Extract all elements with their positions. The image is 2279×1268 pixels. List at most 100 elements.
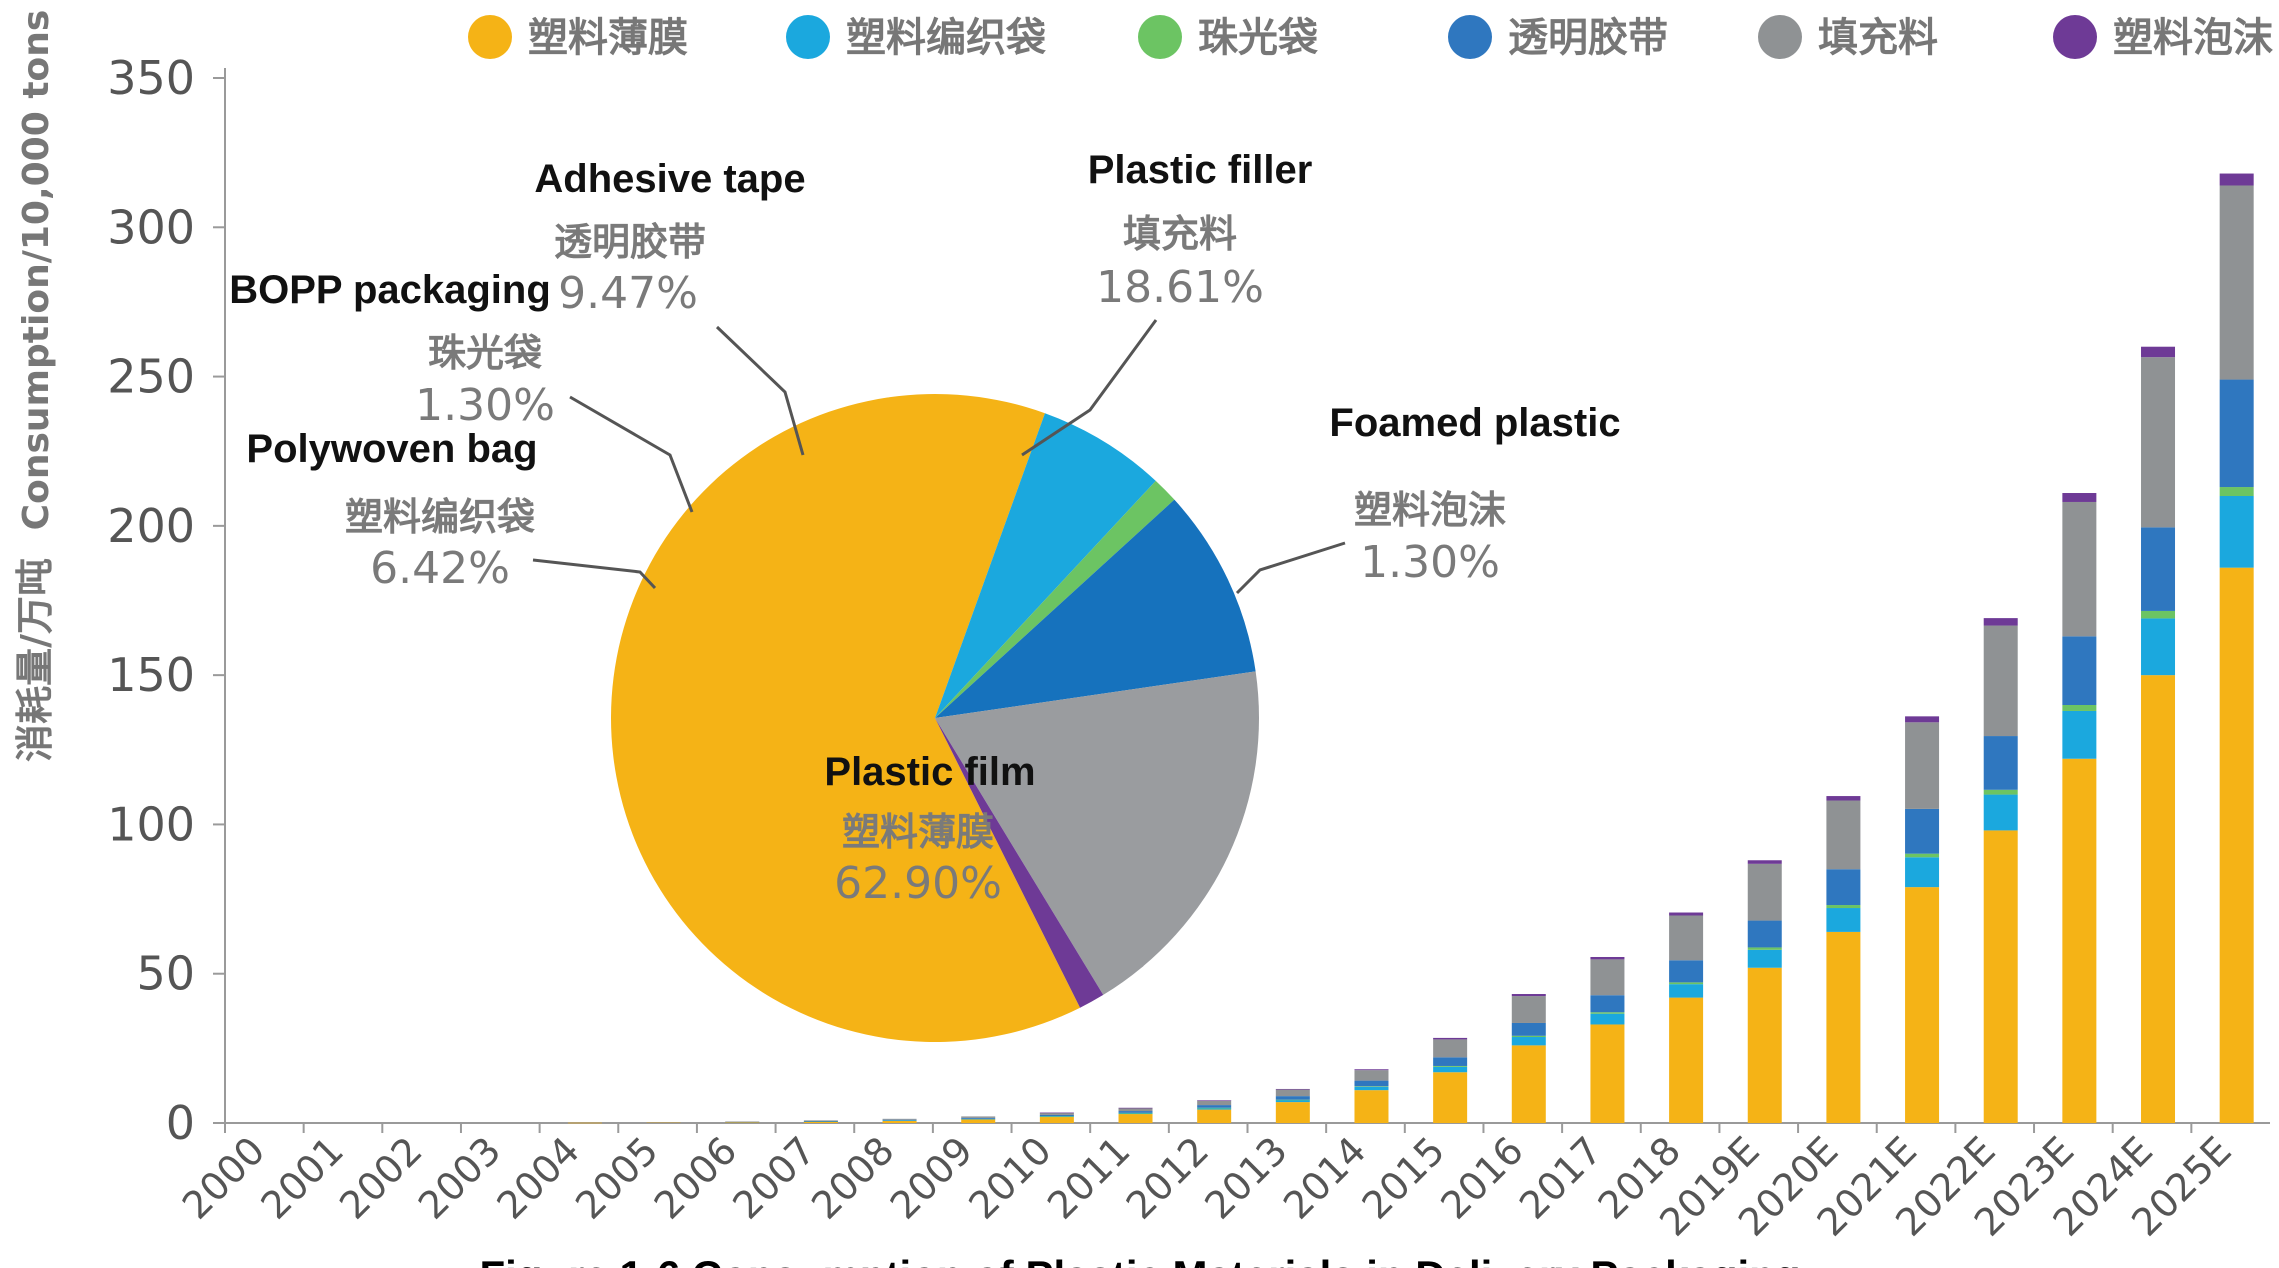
bar-segment xyxy=(2062,636,2097,705)
bar-segment xyxy=(1511,1037,1546,1046)
bar-segment xyxy=(1433,1065,1468,1067)
bar-segment xyxy=(2062,493,2097,502)
x-tick-label: 2007 xyxy=(724,1128,824,1228)
bar-segment xyxy=(1747,967,1782,1123)
bar-segment xyxy=(1983,789,2018,795)
bar-segment xyxy=(1354,1090,1389,1123)
legend-label: 塑料泡沫 xyxy=(2113,15,2273,61)
bar-segment xyxy=(1983,794,2018,831)
bar-segment xyxy=(1118,1113,1153,1115)
bar-segment xyxy=(882,1120,917,1123)
bar-segment xyxy=(1826,931,1861,1123)
bar-segment xyxy=(1983,830,2018,1123)
x-tick-label: 2005 xyxy=(567,1128,667,1228)
bar-segment xyxy=(1669,984,1704,998)
bar-segment xyxy=(1826,869,1861,906)
bar-segment xyxy=(1511,1035,1546,1038)
bar-segment xyxy=(2062,501,2097,637)
x-tick-label: 2004 xyxy=(488,1128,588,1228)
bar-segment xyxy=(2219,567,2254,1123)
bar-segment xyxy=(961,1118,996,1120)
bar-segment xyxy=(1590,956,1625,960)
bar-segment xyxy=(803,1120,838,1121)
bar-segment xyxy=(725,1122,760,1123)
bar-segment xyxy=(1039,1117,1074,1123)
y-tick-label: 100 xyxy=(107,797,195,851)
bar-segment xyxy=(2219,487,2254,496)
bar-segment xyxy=(2219,173,2254,186)
x-tick-label: 2006 xyxy=(646,1128,746,1228)
bar-segment xyxy=(1275,1096,1310,1100)
x-tick-label: 2015 xyxy=(1354,1128,1454,1228)
x-tick-label: 2010 xyxy=(960,1128,1060,1228)
bar-segment xyxy=(882,1118,917,1120)
figure-caption: Figure 1-6 Consumption of Plastic Materi… xyxy=(479,1252,1800,1268)
legend-marker xyxy=(1138,15,1182,59)
y-axis-title-cn: 消耗量/万吨 xyxy=(13,558,57,762)
bar-segment xyxy=(1354,1086,1389,1087)
x-tick-label: 2012 xyxy=(1118,1128,1218,1228)
pie-slice xyxy=(935,718,1104,1008)
pie-label-en: BOPP packaging xyxy=(229,268,551,312)
bar-segment xyxy=(1511,996,1546,1023)
bar-segment xyxy=(1275,1089,1310,1097)
bar-segment xyxy=(1511,994,1546,997)
bar-segment xyxy=(1511,1022,1546,1036)
bar-segment xyxy=(1433,1066,1468,1073)
bar-segment xyxy=(1433,1039,1468,1058)
bar-segment xyxy=(1039,1114,1074,1117)
stacked-bars xyxy=(567,173,2254,1124)
pie-label-cn: 塑料泡沫 xyxy=(1354,488,1506,532)
bar-segment xyxy=(1197,1108,1232,1110)
bar-segment xyxy=(1197,1107,1232,1109)
bar-segment xyxy=(2141,346,2176,358)
legend-marker xyxy=(2053,15,2097,59)
bar-segment xyxy=(1590,1013,1625,1025)
bar-segment xyxy=(882,1119,917,1121)
bar-segment xyxy=(1590,995,1625,1013)
bar-segment xyxy=(1983,736,2018,790)
bar-segment xyxy=(1905,808,1940,854)
x-tick-label: 2011 xyxy=(1039,1128,1139,1228)
bar-segment xyxy=(1905,722,1940,809)
bar-segment xyxy=(1747,920,1782,948)
pie-value-label: 6.42% xyxy=(370,543,510,594)
leader-line xyxy=(1021,319,1158,457)
bar-segment xyxy=(1905,716,1940,723)
bar-segment xyxy=(1197,1105,1232,1108)
bar-segment xyxy=(1275,1100,1310,1103)
bar-segment xyxy=(2219,185,2254,380)
legend-label: 填充料 xyxy=(1818,15,1938,61)
bar-segment xyxy=(1197,1100,1232,1106)
pie-value-label: 18.61% xyxy=(1096,262,1264,313)
bar-segment xyxy=(1354,1080,1389,1087)
legend-marker xyxy=(468,15,512,59)
y-tick-label: 50 xyxy=(136,947,195,1001)
titles: Consumption/10,000 tons 消耗量/万吨 Figure 1-… xyxy=(13,10,1801,1268)
bar-segment xyxy=(1354,1086,1389,1091)
pie-label-cn: 透明胶带 xyxy=(554,220,706,264)
legend-label: 塑料编织袋 xyxy=(846,15,1046,61)
bar-segment xyxy=(1118,1111,1153,1113)
bar-segment xyxy=(1118,1114,1153,1123)
bar-segment xyxy=(1590,1024,1625,1123)
bar-segment xyxy=(2141,675,2176,1123)
legend-marker xyxy=(1758,15,1802,59)
bar-segment xyxy=(2062,710,2097,759)
y-axis-title-en: Consumption/10,000 tons xyxy=(16,10,57,531)
pie-label-en: Plastic film xyxy=(824,750,1035,794)
bar-segment xyxy=(1275,1102,1310,1123)
bar-segment xyxy=(2062,758,2097,1123)
x-tick-label: 2013 xyxy=(1196,1128,1296,1228)
bar-segment xyxy=(1669,997,1704,1123)
bar-segment xyxy=(2141,357,2176,528)
bar-segment xyxy=(1433,1037,1468,1040)
x-tick-label: 2008 xyxy=(803,1128,903,1228)
bar-segment xyxy=(1826,800,1861,870)
bar-segment xyxy=(882,1120,917,1121)
x-tick-label: 2001 xyxy=(253,1128,353,1228)
bar-segment xyxy=(1118,1107,1153,1109)
bar-segment xyxy=(2141,610,2176,619)
bar-segment xyxy=(1590,1012,1625,1014)
